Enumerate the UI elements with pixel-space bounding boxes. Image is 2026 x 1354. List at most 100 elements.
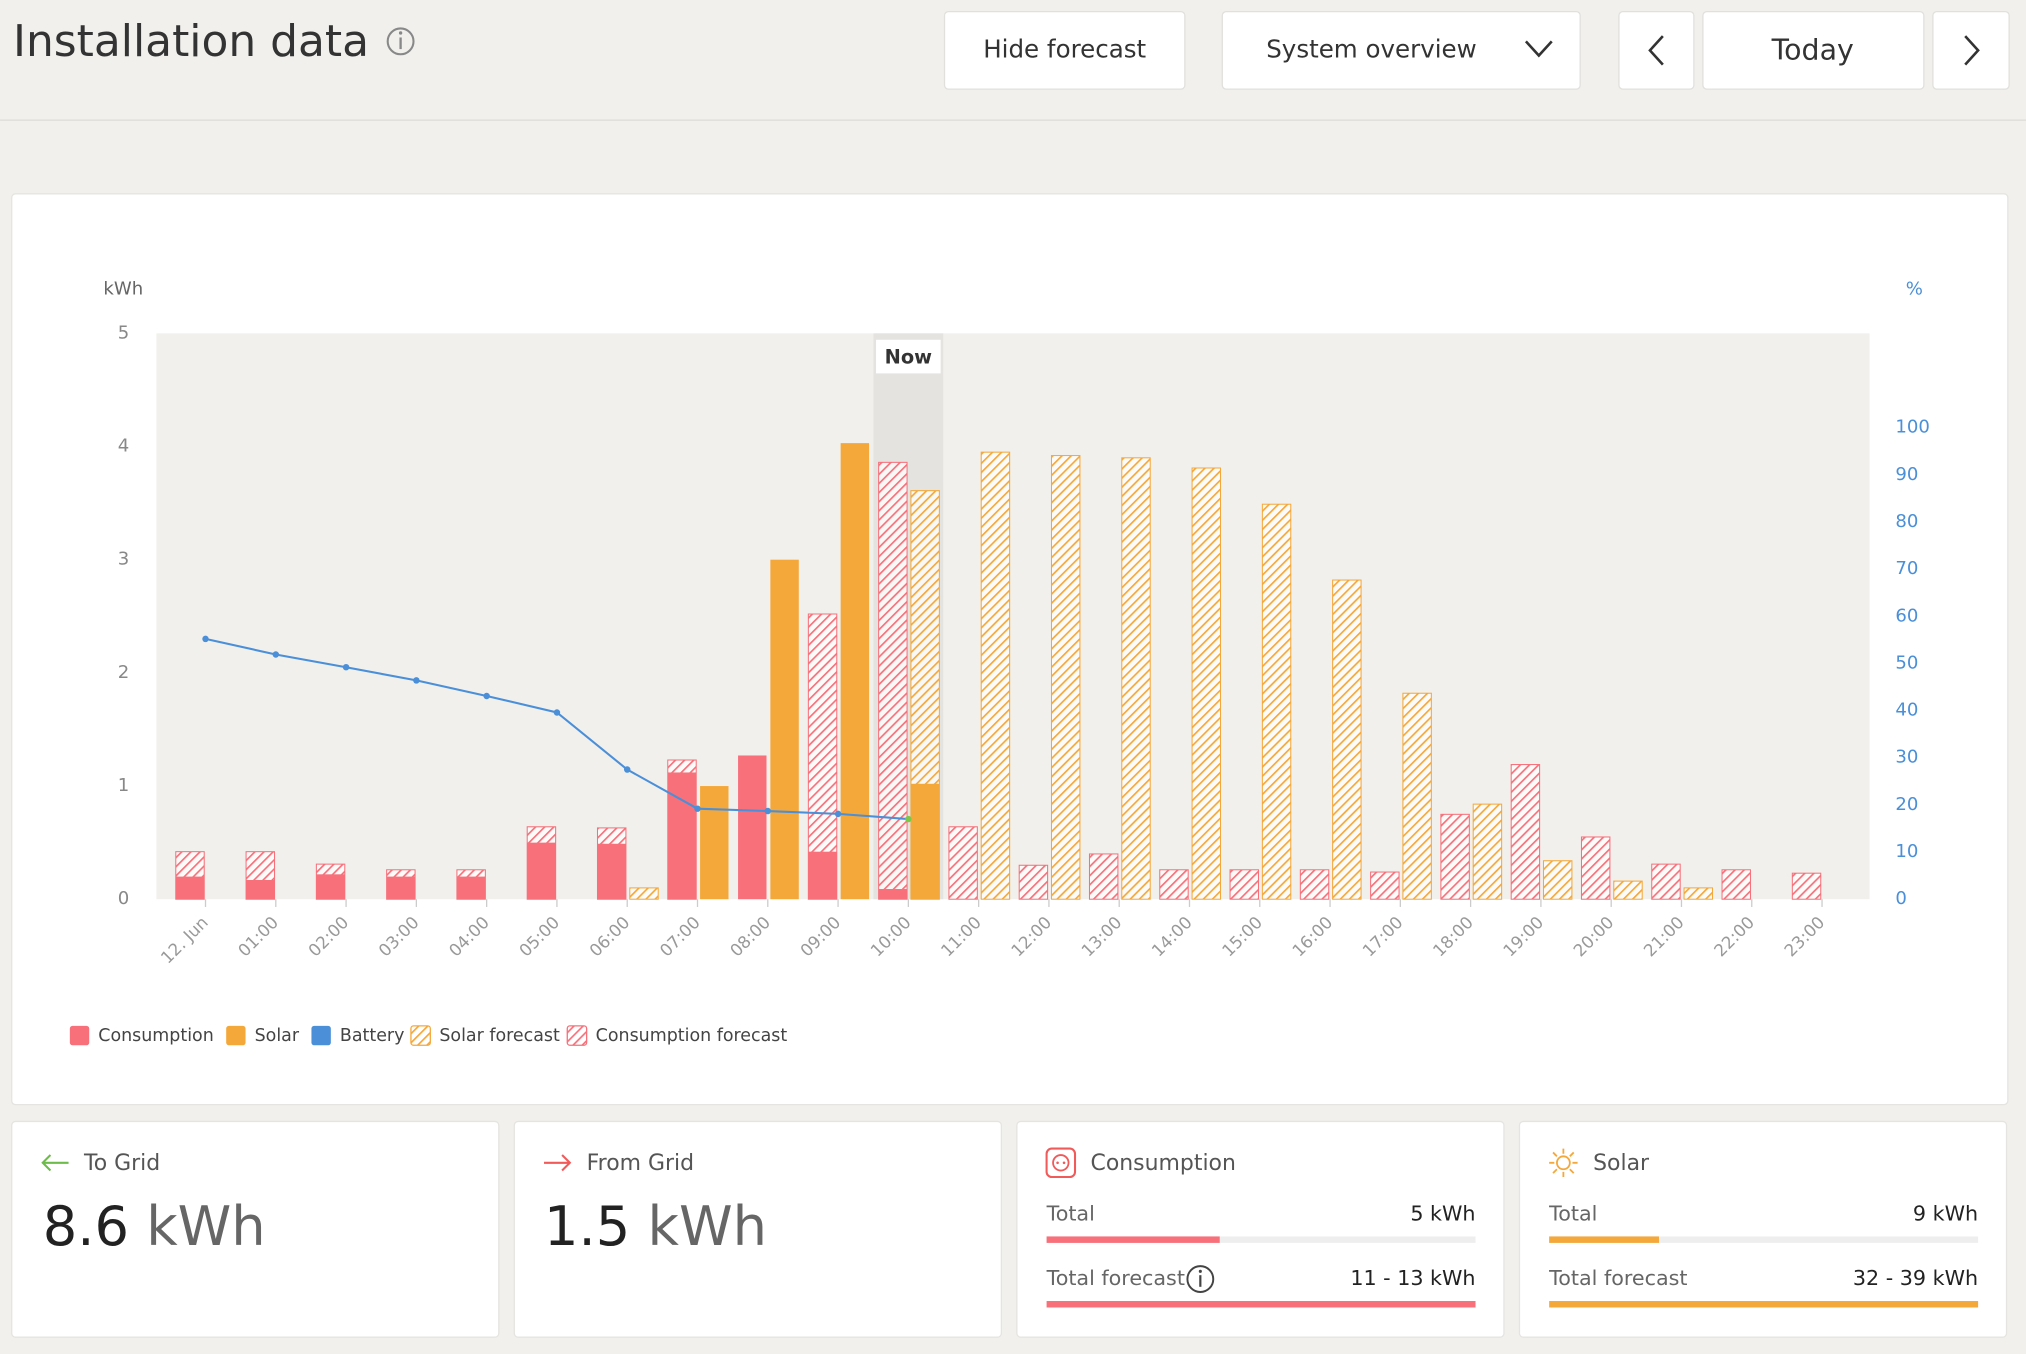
- forecast-bar: [1472, 803, 1503, 900]
- forecast-bar: [1261, 503, 1292, 900]
- legend-swatch: [410, 1025, 431, 1046]
- card-title: Consumption: [1091, 1151, 1236, 1176]
- y2-tick-label: 20: [1895, 794, 1918, 815]
- y2-tick-label: 10: [1895, 841, 1918, 862]
- battery-point: [413, 677, 420, 684]
- y-tick-label: 1: [118, 775, 130, 796]
- y2-tick-label: 90: [1895, 464, 1918, 485]
- progress-fill: [1549, 1301, 1979, 1308]
- y-tick-label: 5: [118, 322, 130, 343]
- forecast-bar: [1018, 864, 1049, 900]
- battery-point: [905, 815, 912, 823]
- from-grid-icon: [544, 1154, 572, 1172]
- y-tick-label: 4: [118, 436, 130, 457]
- unit: kWh: [648, 1195, 767, 1258]
- row-value: 32 - 39 kWh: [1853, 1266, 1978, 1290]
- forecast-bar: [1088, 853, 1119, 900]
- dropdown-label: System overview: [1266, 34, 1476, 63]
- forecast-bar: [1191, 467, 1222, 900]
- y2-tick-label: 0: [1895, 888, 1907, 909]
- summary-cards: To Grid From Grid Consumption Solar 8.6 …: [11, 1120, 2008, 1338]
- system-overview-dropdown[interactable]: System overview: [1221, 10, 1581, 90]
- forecast-bar: [1121, 457, 1151, 900]
- bar: [808, 851, 837, 900]
- legend-swatch: [311, 1025, 331, 1046]
- y2-tick-label: 100: [1895, 417, 1930, 438]
- row-label: Total: [1046, 1201, 1095, 1225]
- bar: [770, 559, 799, 900]
- battery-point: [834, 810, 842, 818]
- y2-tick-label: 70: [1895, 558, 1918, 579]
- forecast-bar: [1402, 692, 1432, 900]
- card: [1518, 1120, 2008, 1338]
- hide-forecast-button[interactable]: Hide forecast: [943, 10, 1186, 90]
- battery-point: [623, 766, 631, 773]
- bar: [246, 879, 275, 900]
- info-icon[interactable]: [1186, 1265, 1215, 1293]
- bar: [175, 876, 205, 900]
- consumption-icon: [1045, 1147, 1077, 1179]
- progress-fill: [1046, 1301, 1476, 1308]
- progress-fill: [1046, 1236, 1220, 1243]
- solar-icon: [1549, 1148, 1578, 1177]
- forecast-bar: [1510, 764, 1541, 900]
- bar: [738, 755, 767, 900]
- bar: [840, 443, 870, 900]
- row-label: Total: [1548, 1201, 1597, 1225]
- forecast-bar: [878, 461, 908, 900]
- row-value: 11 - 13 kWh: [1350, 1266, 1475, 1290]
- value: 1.5: [544, 1195, 630, 1258]
- forecast-bar: [1299, 869, 1330, 900]
- legend-label: Consumption: [98, 1026, 214, 1046]
- bar: [456, 876, 486, 900]
- forecast-bar: [1542, 860, 1573, 900]
- forecast-bar: [1440, 813, 1470, 900]
- battery-point: [764, 807, 772, 815]
- legend-label: Battery: [340, 1026, 405, 1046]
- y-tick-label: 0: [118, 888, 130, 909]
- battery-point: [342, 663, 350, 671]
- bar: [667, 772, 697, 900]
- info-icon[interactable]: [386, 27, 415, 56]
- y2-tick-label: 40: [1895, 700, 1918, 721]
- y-tick-label: 3: [118, 549, 130, 570]
- forecast-bar: [1050, 455, 1081, 900]
- battery-point: [272, 651, 280, 658]
- battery-point: [553, 709, 561, 716]
- forecast-bar: [629, 887, 659, 900]
- legend-swatch: [226, 1025, 246, 1046]
- forecast-bar: [1613, 880, 1643, 900]
- previous-day-button[interactable]: [1618, 10, 1695, 90]
- forecast-bar: [980, 451, 1011, 900]
- y-tick-label: 2: [118, 662, 130, 683]
- legend-label: Consumption forecast: [596, 1026, 788, 1046]
- next-day-button[interactable]: [1932, 10, 2010, 90]
- y-axis-unit: kWh: [103, 278, 143, 299]
- progress-track: [1046, 1236, 1476, 1243]
- card-value: 1.5 kWh: [544, 1195, 767, 1258]
- now-badge: [876, 339, 941, 374]
- legend-swatch: [566, 1025, 588, 1046]
- row-label: Total forecast: [1046, 1266, 1185, 1290]
- bar: [910, 783, 940, 900]
- row-value: 5 kWh: [1410, 1201, 1475, 1225]
- card-title: Solar: [1593, 1151, 1650, 1176]
- forecast-bar: [1721, 869, 1751, 900]
- now-label: Now: [885, 345, 933, 368]
- bar: [386, 876, 416, 900]
- legend-label: Solar forecast: [439, 1026, 560, 1046]
- forecast-bar: [1370, 871, 1400, 900]
- bar: [316, 874, 345, 900]
- today-button[interactable]: Today: [1702, 10, 1925, 90]
- row-value: 9 kWh: [1913, 1201, 1978, 1225]
- y2-tick-label: 30: [1895, 747, 1918, 768]
- forecast-bar: [948, 826, 978, 900]
- unit: kWh: [146, 1195, 265, 1258]
- bar: [700, 786, 729, 900]
- progress-track: [1549, 1236, 1979, 1243]
- forecast-bar: [1159, 869, 1189, 900]
- forecast-bar: [1332, 579, 1362, 900]
